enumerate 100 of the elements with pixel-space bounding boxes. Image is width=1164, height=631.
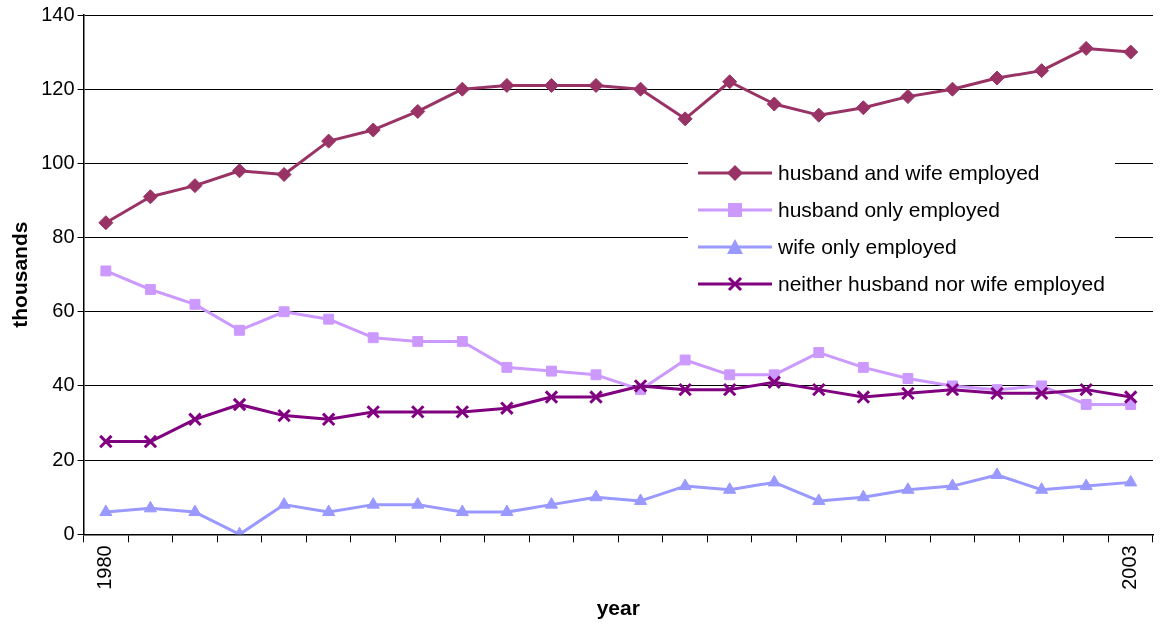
point <box>1124 474 1138 487</box>
point <box>366 497 380 509</box>
point <box>767 375 782 390</box>
point <box>590 369 602 381</box>
point <box>546 365 557 377</box>
legend-label: husband only employed <box>778 197 1000 222</box>
x-tick-label: 1980 <box>93 545 116 590</box>
point <box>276 167 292 182</box>
point <box>232 163 248 179</box>
point <box>142 189 158 205</box>
point <box>902 373 914 384</box>
point <box>187 412 203 427</box>
point <box>412 335 424 347</box>
point <box>187 178 203 194</box>
legend-label: neither husband nor wife employed <box>778 271 1105 296</box>
point <box>278 306 290 318</box>
point <box>767 474 781 487</box>
point <box>232 397 247 412</box>
x-tick-label: 2003 <box>1118 545 1141 590</box>
point <box>677 111 693 127</box>
point <box>633 378 648 394</box>
point <box>900 386 916 401</box>
x-axis-title: year <box>596 596 640 620</box>
point <box>410 404 425 420</box>
point <box>411 497 425 509</box>
y-tick-label: 120 <box>41 76 75 99</box>
point <box>900 89 916 105</box>
point <box>1079 478 1093 491</box>
point <box>1078 40 1094 56</box>
point <box>188 504 202 517</box>
point <box>501 361 513 373</box>
y-tick-label: 80 <box>52 225 75 248</box>
point <box>901 482 915 494</box>
point <box>722 382 737 397</box>
point <box>1034 386 1049 401</box>
point <box>143 434 158 449</box>
point <box>365 122 381 138</box>
point <box>499 77 515 93</box>
point <box>945 478 960 491</box>
point <box>724 369 736 381</box>
point <box>543 77 559 93</box>
point <box>322 504 336 517</box>
point <box>366 404 381 420</box>
point <box>277 497 291 509</box>
y-tick-label: 20 <box>52 447 75 470</box>
point <box>856 389 871 405</box>
point <box>811 382 826 397</box>
point <box>410 103 426 119</box>
point <box>766 96 782 112</box>
point <box>990 467 1004 479</box>
point <box>855 100 871 116</box>
point <box>323 313 335 325</box>
point <box>1079 382 1094 397</box>
point <box>588 77 604 93</box>
point <box>544 497 559 509</box>
point <box>1123 389 1138 405</box>
point <box>100 265 112 277</box>
point <box>813 347 825 358</box>
point <box>634 493 648 505</box>
y-tick-label: 0 <box>63 521 75 544</box>
point <box>812 493 826 505</box>
point <box>811 107 827 123</box>
point <box>588 389 604 405</box>
legend-label: husband and wife employed <box>778 160 1040 185</box>
point <box>321 133 337 149</box>
point <box>723 482 737 494</box>
point <box>856 489 870 502</box>
point <box>945 382 960 397</box>
y-tick-label: 40 <box>52 373 75 396</box>
point <box>99 504 113 517</box>
point <box>1034 63 1050 79</box>
y-axis-title: thousands <box>8 221 32 328</box>
point <box>589 489 603 502</box>
point <box>989 70 1005 86</box>
point <box>454 81 470 97</box>
point <box>367 332 379 344</box>
point <box>677 382 693 397</box>
y-tick-label: 60 <box>52 299 75 322</box>
point <box>544 389 559 405</box>
point <box>234 324 245 336</box>
point <box>679 354 691 366</box>
point <box>678 478 692 491</box>
point <box>722 74 738 90</box>
point <box>500 504 514 517</box>
point <box>143 500 157 513</box>
y-tick-label: 140 <box>41 2 75 25</box>
point <box>1123 44 1139 60</box>
point <box>456 335 468 347</box>
y-tick-label: 100 <box>41 150 75 173</box>
point <box>455 504 469 517</box>
point <box>189 298 201 310</box>
point <box>276 408 292 423</box>
point <box>944 81 960 97</box>
point <box>633 81 649 97</box>
point <box>857 361 869 373</box>
legend-label: wife only employed <box>778 234 957 259</box>
point <box>144 284 156 295</box>
point <box>499 401 515 416</box>
point <box>989 386 1005 401</box>
point <box>1035 482 1049 494</box>
